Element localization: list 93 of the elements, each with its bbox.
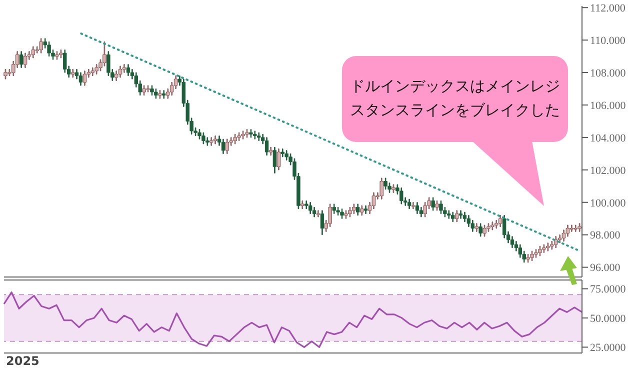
candlestick [490,222,494,230]
candlestick [578,223,582,232]
candlestick [249,129,253,138]
candlestick [482,224,486,237]
candlestick [55,51,59,60]
candlestick [280,148,284,158]
candlestick [546,242,550,252]
candlestick [150,85,154,96]
candlestick [415,202,420,214]
candlestick [454,210,459,222]
candlestick [364,205,368,214]
candlestick [210,137,214,146]
candlestick [439,200,443,214]
candlestick [241,130,245,140]
candlestick [538,246,542,256]
y-tick-label: 25.0000 [590,342,626,354]
candlestick [451,212,455,222]
candlestick [225,138,230,154]
candlestick [253,130,257,140]
candlestick [474,223,478,232]
candlestick [126,64,130,76]
candlestick [78,72,83,86]
y-tick-label: 50.0000 [590,312,626,325]
candlestick [360,205,364,216]
candlestick [59,50,63,58]
candlestick [530,250,534,262]
line-series [3,291,583,348]
candlestick [264,137,269,156]
y-tick-label: 100.000 [590,197,626,210]
candlestick [82,70,87,86]
candlestick [400,188,404,204]
candlestick [257,132,261,141]
candlestick [380,178,384,200]
candlestick [498,215,502,227]
candlestick [19,51,24,68]
candlestick [70,69,75,78]
candlestick [392,184,396,193]
candlestick [221,138,226,154]
y-tick-label: 102.000 [590,164,626,177]
candlestick [344,210,348,219]
candlestick [316,210,320,218]
candlestick [320,210,324,236]
candlestick [300,200,304,210]
annotation: ドルインデックスはメインレジスタンスラインをブレイクした [350,76,560,121]
candlestick [554,236,558,248]
candlestick [90,67,94,76]
candlestick [308,202,312,214]
candlestick [526,254,530,263]
candlestick [146,85,150,92]
candlestick [4,69,8,80]
candlestick [574,224,578,232]
candlestick [431,197,435,211]
candlestick [162,90,166,99]
candlestick [384,178,388,190]
y-tick-label: 96.000 [590,262,621,274]
candlestick [352,204,356,214]
candlestick [272,146,277,174]
candlestick [202,132,206,144]
candlestick [458,210,463,219]
candlestick [332,204,336,214]
candlestick [158,90,162,99]
candlestick [233,134,237,144]
candlestick [411,202,416,210]
candlestick [213,136,218,144]
candlestick [245,129,249,138]
candlestick [23,52,28,68]
candlestick [142,85,146,96]
y-tick-label: 112.000 [590,2,626,15]
candlestick [542,244,546,253]
text: 2025 [6,354,40,368]
candlestick [268,146,273,156]
candlestick [237,132,241,141]
y-tick-label: 110.000 [590,34,626,47]
y-tick-label: 98.000 [590,230,621,242]
candlestick [478,223,482,237]
candlestick [447,210,451,219]
candlestick [31,46,36,58]
candlestick [407,198,412,210]
candlestick [435,200,439,211]
y-tick-label: 75.0000 [590,284,626,296]
candlestick [348,206,352,218]
y-tick-label: 108.000 [590,67,626,80]
candlestick [534,249,538,258]
candlestick [340,208,344,219]
candlestick [356,204,360,216]
candlestick [39,38,43,54]
candlestick [47,41,51,57]
candlestick [118,66,122,78]
y-tick-label: 106.000 [590,100,626,112]
candlestick [276,148,281,170]
candlestick [154,88,158,99]
candlestick [336,206,340,216]
y-tick-label: 104.000 [590,132,626,144]
